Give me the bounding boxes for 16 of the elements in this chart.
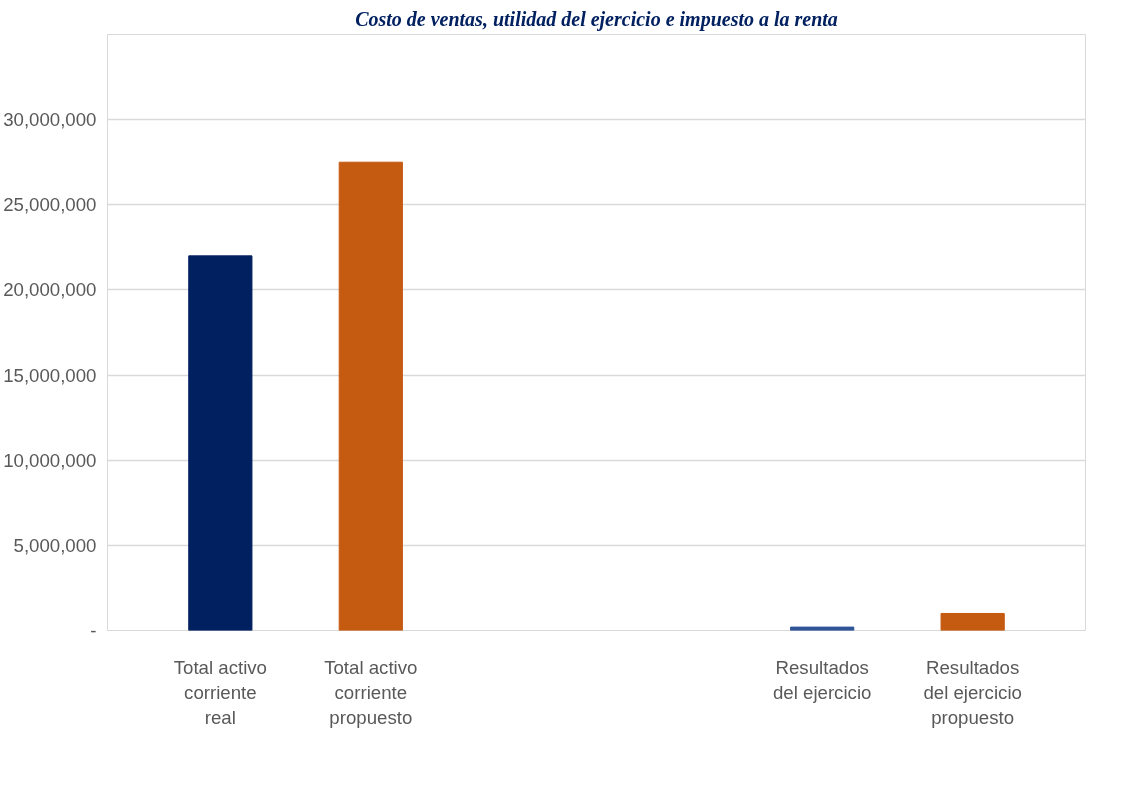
bar bbox=[338, 161, 403, 631]
x-tick-label: Total activo corriente real bbox=[173, 656, 268, 728]
y-tick-label: 5,000,000 bbox=[13, 534, 97, 556]
chart-title: Costo de ventas, utilidad del ejercicio e impuesto a la renta bbox=[355, 7, 838, 31]
y-tick-label: 15,000,000 bbox=[3, 364, 97, 386]
x-tick-label: Resultados del ejercicio bbox=[772, 656, 872, 703]
x-tick-label: Resultados del ejercicio propuesto bbox=[923, 656, 1022, 728]
y-tick-label: 25,000,000 bbox=[3, 194, 97, 216]
x-tick-label: Total activo corriente propuesto bbox=[324, 656, 418, 728]
y-tick-label: - bbox=[90, 620, 97, 641]
bar bbox=[790, 626, 855, 631]
bar bbox=[940, 612, 1005, 631]
y-tick-label: 30,000,000 bbox=[3, 109, 97, 131]
bar bbox=[188, 255, 253, 631]
y-tick-label: 20,000,000 bbox=[3, 279, 97, 301]
y-tick-label: 10,000,000 bbox=[3, 449, 97, 471]
